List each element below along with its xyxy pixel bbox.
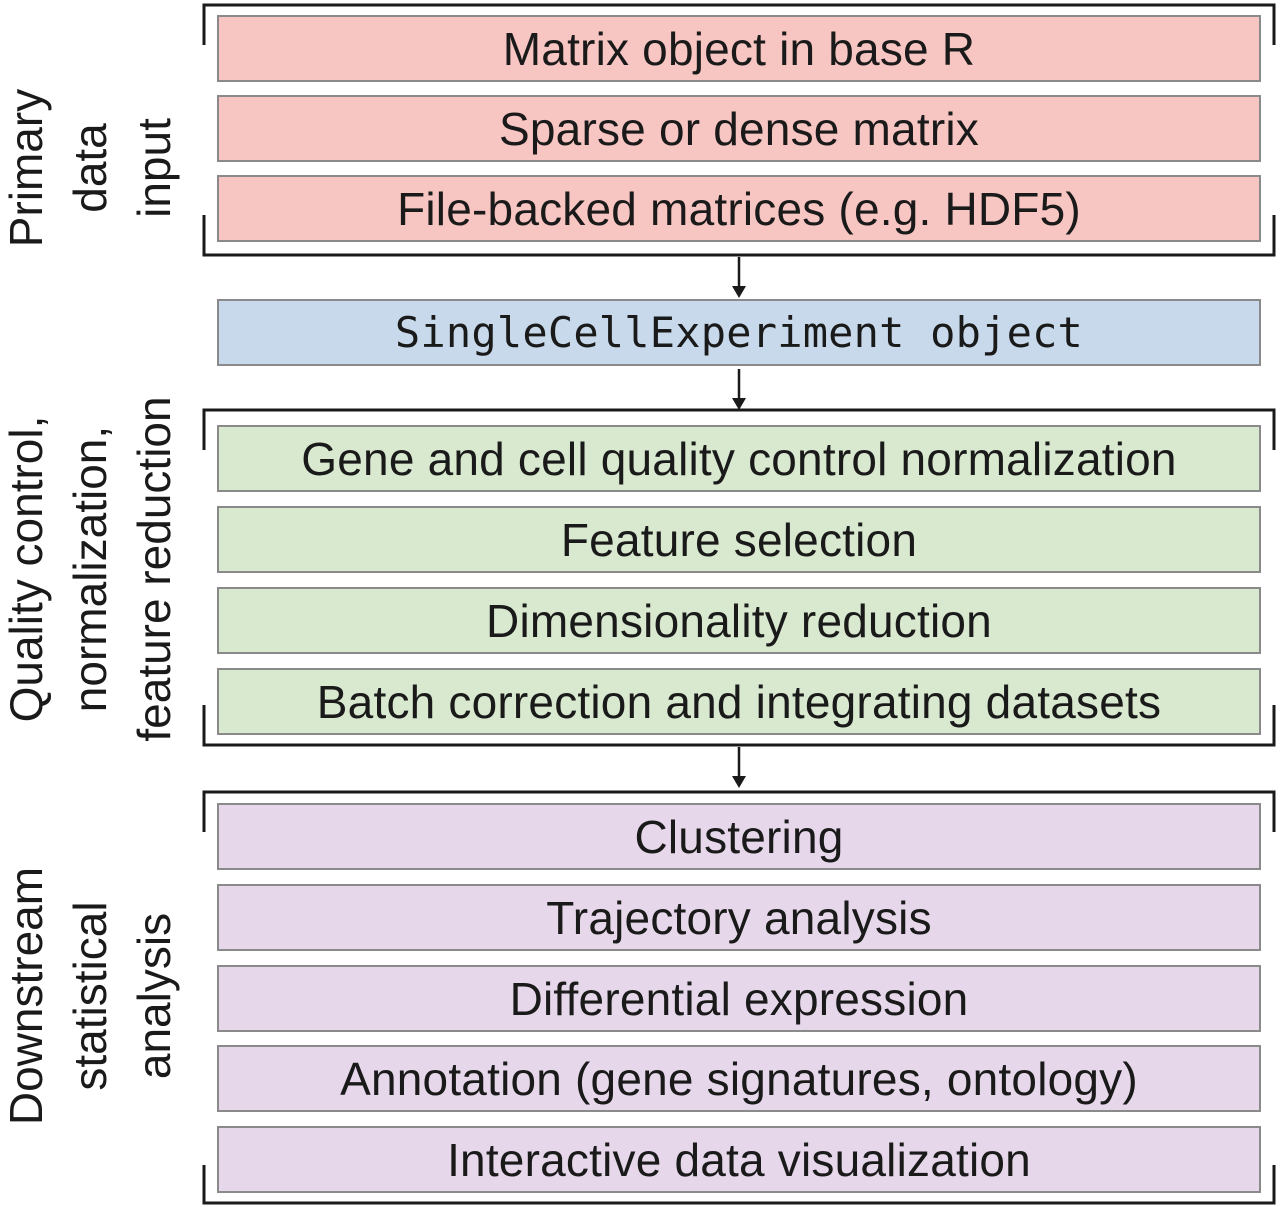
primary-section-label: Primary data input [0,18,186,318]
downstream-bracket-bottom [202,1165,1276,1205]
arrow-2-head [732,398,746,410]
box-matrix-base-r: Matrix object in base R [217,15,1261,82]
qc-bracket-bottom [202,705,1276,747]
box-quality-control: Gene and cell quality control normalizat… [217,425,1261,492]
arrow-1-head [732,286,746,298]
box-file-backed-matrices: File-backed matrices (e.g. HDF5) [217,175,1261,242]
box-sparse-dense-matrix: Sparse or dense matrix [217,95,1261,162]
arrow-3-head [732,776,746,788]
downstream-section-label: Downstream statistical analysis [0,821,186,1171]
qc-section-label: Quality control, normalization, feature … [0,354,186,784]
primary-label-line-3: input [128,118,180,218]
primary-label-line-1: Primary [0,88,52,248]
qc-label-line-2: normalization, [64,425,116,713]
downstream-label-line-3: analysis [128,912,180,1080]
qc-label-line-1: Quality control, [0,415,52,723]
box-trajectory-analysis: Trajectory analysis [217,884,1261,951]
box-singlecellexperiment: SingleCellExperiment object [217,299,1261,366]
box-annotation: Annotation (gene signatures, ontology) [217,1045,1261,1112]
box-interactive-visualization: Interactive data visualization [217,1126,1261,1193]
box-differential-expression: Differential expression [217,965,1261,1032]
primary-bracket-bottom [202,215,1276,257]
primary-bracket-top [202,3,1276,45]
downstream-label-line-1: Downstream [0,866,52,1126]
box-clustering: Clustering [217,803,1261,870]
box-dimensionality-reduction: Dimensionality reduction [217,587,1261,654]
downstream-bracket-top [202,790,1276,832]
box-batch-correction: Batch correction and integrating dataset… [217,668,1261,735]
qc-label-line-3: feature reduction [128,396,180,742]
downstream-label-line-2: statistical [64,901,116,1091]
box-feature-selection: Feature selection [217,506,1261,573]
primary-label-line-2: data [64,123,116,213]
